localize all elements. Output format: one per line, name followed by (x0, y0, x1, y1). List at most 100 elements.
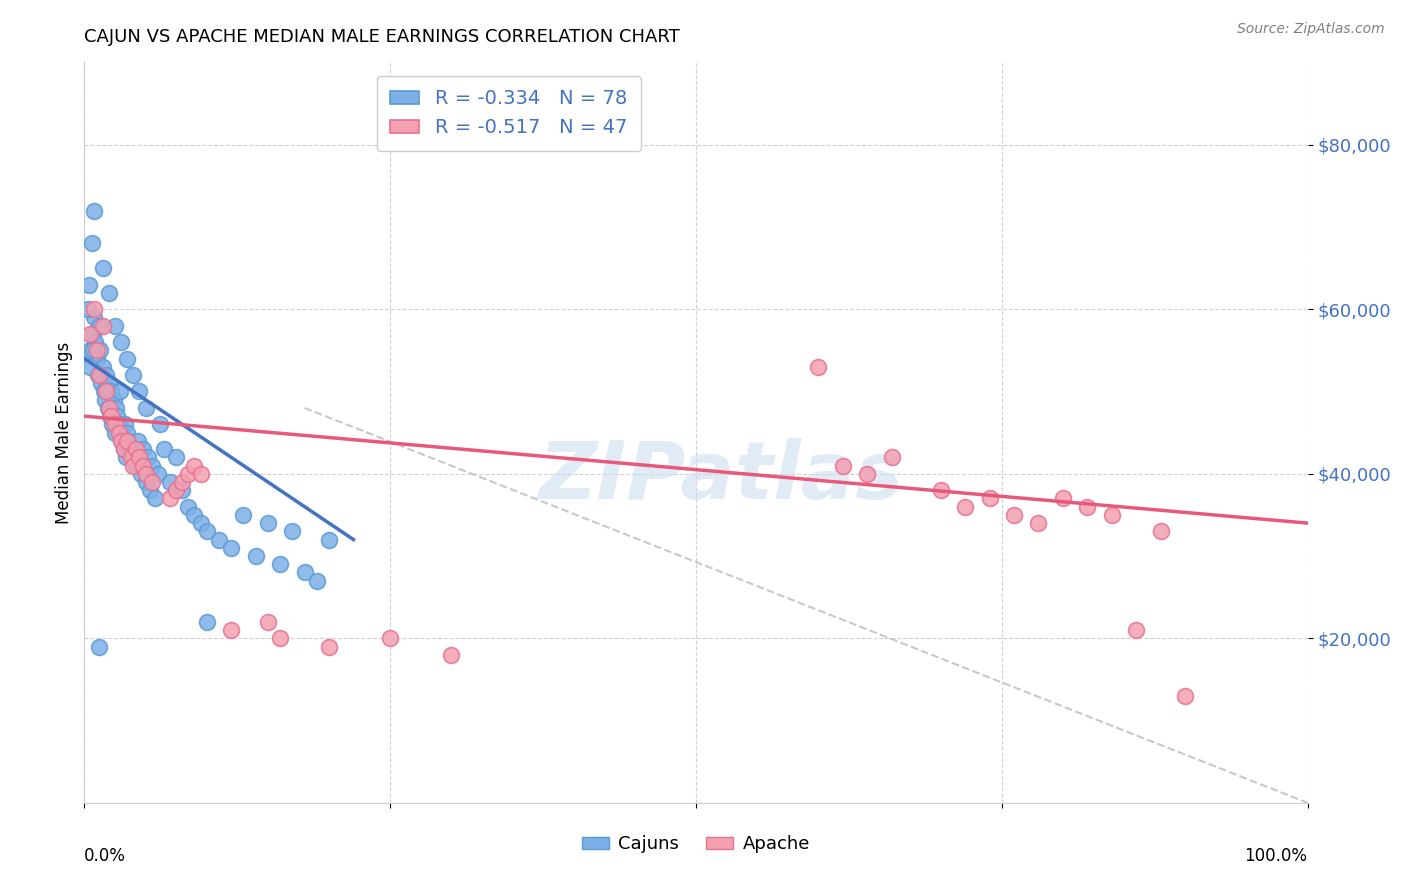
Point (190, 516, 212, 530)
Point (135, 467, 157, 481)
Point (257, 516, 280, 530)
Point (269, 558, 291, 572)
Point (83, 203, 105, 218)
Point (208, 533, 231, 547)
Point (110, 434, 132, 448)
Point (219, 541, 242, 555)
Point (136, 450, 159, 465)
Point (90, 376, 112, 391)
Point (132, 442, 155, 456)
Point (83, 310, 105, 325)
Point (104, 318, 127, 333)
Point (87, 318, 110, 333)
Point (103, 392, 125, 407)
Point (318, 640, 340, 654)
Point (190, 467, 212, 481)
Point (232, 508, 254, 522)
Point (159, 491, 181, 506)
Point (115, 434, 138, 448)
Point (97, 401, 120, 415)
Point (380, 632, 402, 646)
Point (79, 359, 101, 374)
Point (101, 417, 124, 432)
Legend: Cajuns, Apache: Cajuns, Apache (575, 828, 817, 861)
Point (79, 343, 101, 358)
Point (117, 434, 139, 448)
Point (139, 483, 162, 498)
Point (91, 318, 114, 333)
Y-axis label: Median Male Earnings: Median Male Earnings (55, 342, 73, 524)
Point (195, 524, 218, 539)
Point (87, 368, 110, 382)
Point (114, 417, 136, 432)
Point (129, 467, 152, 481)
Point (110, 335, 132, 350)
Point (281, 524, 304, 539)
Point (111, 434, 134, 448)
Point (318, 533, 340, 547)
Point (135, 475, 157, 489)
Point (86, 343, 108, 358)
Point (115, 351, 138, 366)
Point (141, 458, 163, 473)
Point (91, 261, 114, 276)
Point (1002, 508, 1025, 522)
Point (96, 384, 118, 399)
Point (77, 277, 100, 292)
Point (929, 483, 952, 498)
Point (94, 392, 117, 407)
Point (135, 401, 157, 415)
Point (183, 458, 205, 473)
Point (97, 376, 120, 391)
Point (86, 351, 108, 366)
Point (165, 483, 187, 498)
Point (1125, 623, 1147, 637)
Point (305, 574, 328, 588)
Point (195, 615, 218, 629)
Point (82, 343, 104, 358)
Point (107, 425, 129, 440)
Point (245, 549, 267, 563)
Point (1174, 689, 1197, 703)
Point (159, 475, 181, 489)
Point (257, 615, 280, 629)
Point (125, 458, 148, 473)
Point (128, 450, 150, 465)
Point (77, 302, 100, 317)
Point (100, 409, 122, 424)
Point (1101, 508, 1123, 522)
Point (269, 632, 291, 646)
Text: Source: ZipAtlas.com: Source: ZipAtlas.com (1237, 22, 1385, 37)
Point (82, 326, 104, 341)
Point (1150, 524, 1173, 539)
Point (153, 442, 176, 456)
Point (128, 384, 150, 399)
Point (97, 285, 120, 300)
Point (1052, 491, 1074, 506)
Point (132, 458, 155, 473)
Point (98, 409, 121, 424)
Point (183, 508, 205, 522)
Point (91, 359, 114, 374)
Point (440, 648, 463, 662)
Point (79, 326, 101, 341)
Point (979, 491, 1001, 506)
Point (1076, 500, 1098, 514)
Point (122, 458, 145, 473)
Point (115, 450, 138, 465)
Point (100, 384, 122, 399)
Point (141, 475, 163, 489)
Point (110, 425, 132, 440)
Point (177, 500, 200, 514)
Point (953, 500, 976, 514)
Point (120, 450, 142, 465)
Point (149, 417, 172, 432)
Point (856, 467, 879, 481)
Point (172, 483, 194, 498)
Point (97, 401, 120, 415)
Point (146, 467, 169, 481)
Point (177, 467, 200, 481)
Point (831, 458, 853, 473)
Point (880, 450, 903, 465)
Point (127, 434, 149, 448)
